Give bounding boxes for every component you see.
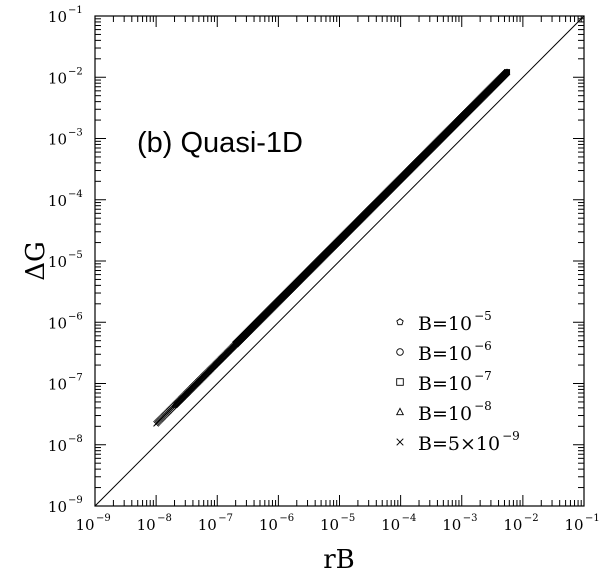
legend: B=10 −5B=10 −6B=10 −7B=10 −8B=5×10 −9 (395, 309, 520, 455)
legend-marker (396, 438, 404, 446)
y-axis-title: ΔG (21, 241, 51, 281)
legend-label: B=10 (418, 313, 472, 335)
legend-entry: B=10 −8 (395, 399, 492, 425)
legend-marker (396, 318, 404, 326)
y-tick-label: 10 (48, 498, 67, 516)
legend-label: B=10 (418, 373, 472, 395)
y-tick-exponent: −3 (68, 128, 83, 139)
y-tick-label: 10 (48, 253, 67, 271)
legend-exponent: −5 (474, 309, 492, 323)
legend-entry: B=10 −6 (396, 339, 492, 365)
y-tick-exponent: −1 (68, 5, 83, 16)
x-tick-exponent: −4 (402, 513, 417, 524)
x-tick-label: 10 (198, 516, 217, 534)
y-tick-exponent: −4 (68, 189, 83, 200)
legend-label: B=5×10 (418, 433, 500, 455)
y-tick-exponent: −6 (68, 311, 83, 322)
x-tick-label: 10 (75, 516, 94, 534)
cross-stroke (504, 69, 510, 76)
x-tick-exponent: −5 (341, 513, 356, 524)
legend-label: B=10 (418, 403, 472, 425)
cross-stroke (396, 438, 404, 446)
legend-exponent: −8 (474, 399, 492, 413)
x-tick-label: 10 (381, 516, 400, 534)
y-tick-label: 10 (48, 131, 67, 149)
x-tick-labels: 10 −9 10 −8 10 −7 10 −6 10 −5 10 −4 10 −3 10 −2 10 −1 (75, 513, 599, 534)
y-tick-label: 10 (48, 314, 67, 332)
y-tick-label: 10 (48, 69, 67, 87)
x-tick-label: 10 (564, 516, 583, 534)
y-tick-exponent: −9 (68, 495, 83, 506)
legend-marker (395, 407, 405, 416)
x-tick-label: 10 (503, 516, 522, 534)
legend-entry: B=10 −5 (396, 309, 492, 335)
minor-ticks (94, 16, 584, 507)
y-tick-label: 10 (48, 8, 67, 26)
data-points (153, 68, 511, 427)
y-tick-exponent: −7 (68, 373, 83, 384)
panel-title: (b) Quasi-1D (137, 127, 303, 159)
x-tick-label: 10 (137, 516, 156, 534)
y-tick-label: 10 (48, 192, 67, 210)
x-tick-exponent: −8 (157, 513, 172, 524)
legend-entry: B=5×10 −9 (396, 429, 520, 455)
reference-line (94, 15, 585, 507)
legend-exponent: −6 (474, 339, 492, 353)
legend-exponent: −7 (474, 369, 492, 383)
x-tick-label: 10 (259, 516, 278, 534)
x-tick-label: 10 (442, 516, 461, 534)
y-tick-labels: 10−910−810−710−610−510−410−310−210−1 (48, 5, 83, 516)
y-tick-exponent: −5 (68, 250, 83, 261)
x-axis-title: rB (323, 545, 355, 575)
legend-marker (396, 348, 404, 356)
x-tick-label: 10 (320, 516, 339, 534)
x-tick-exponent: −1 (585, 513, 600, 524)
legend-marker (396, 378, 404, 386)
y-tick-exponent: −8 (68, 434, 83, 445)
data-point (504, 69, 510, 76)
y-tick-label: 10 (48, 437, 67, 455)
x-tick-exponent: −3 (463, 513, 478, 524)
x-tick-exponent: −6 (279, 513, 294, 524)
legend-label: B=10 (418, 343, 472, 365)
x-tick-exponent: −9 (96, 513, 111, 524)
series-cross (153, 69, 510, 427)
legend-exponent: −9 (502, 429, 520, 443)
y-tick-label: 10 (48, 376, 67, 394)
y-tick-exponent: −2 (68, 66, 83, 77)
x-tick-exponent: −2 (524, 513, 539, 524)
x-tick-exponent: −7 (218, 513, 233, 524)
legend-entry: B=10 −7 (396, 369, 492, 395)
